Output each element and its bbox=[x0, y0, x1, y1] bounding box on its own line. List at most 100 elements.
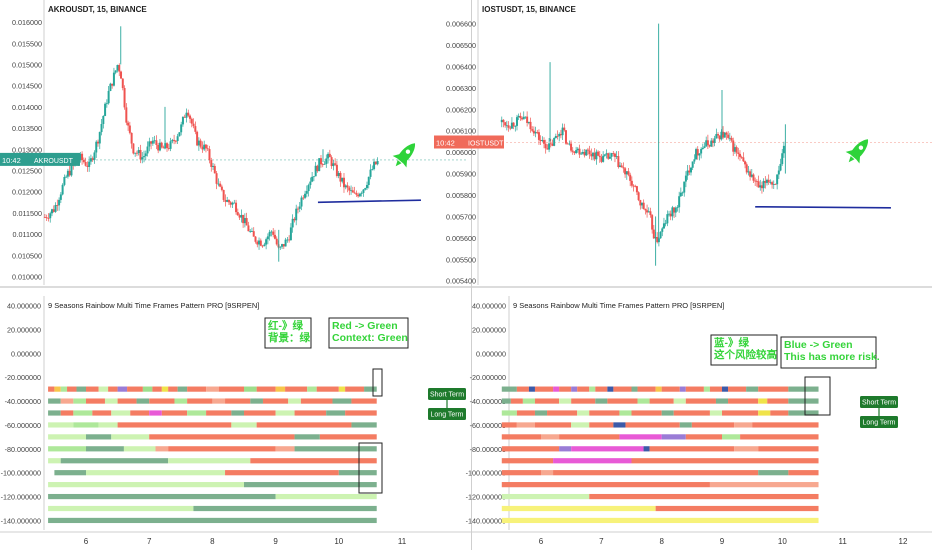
rainbow-segment bbox=[728, 398, 759, 404]
rainbow-segment bbox=[111, 410, 131, 416]
candle-body bbox=[529, 121, 532, 130]
candle-body bbox=[82, 159, 85, 162]
y-tick-label: 0.000000 bbox=[11, 349, 41, 358]
candle-body bbox=[296, 208, 299, 210]
candle-body bbox=[656, 237, 659, 243]
rainbow-segment bbox=[152, 386, 162, 392]
candle-body bbox=[564, 130, 567, 144]
candle-body bbox=[88, 161, 91, 167]
rainbow-segment bbox=[691, 422, 735, 428]
rainbow-segment bbox=[123, 446, 156, 452]
candle-body bbox=[334, 163, 337, 165]
y-tick-label: -20.000000 bbox=[5, 373, 41, 382]
rainbow-segment bbox=[294, 410, 327, 416]
rainbow-segment bbox=[758, 446, 819, 452]
candle-body bbox=[298, 206, 301, 209]
rainbow-segment bbox=[231, 410, 244, 416]
candle-body bbox=[727, 134, 730, 138]
rainbow-segment bbox=[48, 505, 194, 512]
candle-body bbox=[220, 186, 223, 190]
rainbow-segment bbox=[709, 482, 819, 488]
y-tick-label: 0.006000 bbox=[446, 148, 476, 157]
candle-body bbox=[698, 153, 701, 156]
candle-body bbox=[695, 149, 698, 160]
candle-body bbox=[767, 179, 770, 183]
rainbow-segment bbox=[244, 386, 257, 392]
rocket-flame bbox=[395, 160, 402, 167]
rainbow-segment bbox=[625, 422, 680, 428]
candle-body bbox=[100, 123, 103, 133]
rainbow-segment bbox=[661, 386, 680, 392]
rainbow-segment bbox=[571, 446, 644, 452]
rainbow-segment bbox=[595, 398, 608, 404]
y-tick-label: -100.000000 bbox=[466, 469, 506, 478]
candle-body bbox=[553, 137, 556, 146]
rainbow-segment bbox=[501, 517, 819, 524]
candle-body bbox=[281, 244, 284, 247]
candle-body bbox=[155, 140, 158, 145]
rainbow-segment bbox=[559, 398, 572, 404]
candle-body bbox=[754, 180, 757, 182]
candle-body bbox=[679, 192, 682, 197]
rainbow-segment bbox=[740, 434, 819, 440]
rainbow-segment bbox=[734, 446, 759, 452]
rainbow-segment bbox=[60, 458, 169, 464]
rainbow-segment bbox=[294, 446, 377, 452]
candle-body bbox=[537, 132, 540, 140]
candle-body bbox=[258, 240, 261, 245]
candle-body bbox=[549, 143, 552, 145]
x-tick-label: 9 bbox=[273, 537, 278, 546]
y-tick-label: -20.000000 bbox=[470, 373, 506, 382]
y-tick-label: 40.000000 bbox=[472, 302, 506, 311]
candle-body bbox=[118, 64, 121, 72]
rainbow-segment bbox=[685, 398, 716, 404]
candle-body bbox=[105, 103, 108, 105]
rainbow-segment bbox=[48, 446, 86, 452]
candle-body bbox=[622, 167, 625, 169]
y-tick-label: 0.005500 bbox=[446, 255, 476, 264]
candle-body bbox=[206, 148, 209, 150]
candle-body bbox=[270, 231, 273, 233]
rainbow-segment bbox=[501, 493, 590, 500]
candle-body bbox=[282, 244, 285, 247]
rainbow-segment bbox=[758, 386, 789, 392]
rainbow-segment bbox=[534, 386, 554, 392]
candle-body bbox=[330, 157, 333, 167]
candle-body bbox=[559, 134, 562, 136]
rainbow-segment bbox=[649, 446, 735, 452]
annotation-en-right-text: Blue -> Green bbox=[784, 339, 853, 351]
candle-body bbox=[651, 215, 654, 230]
rainbow-segment bbox=[174, 398, 188, 404]
rainbow-segment bbox=[722, 434, 741, 440]
candle-body bbox=[735, 147, 738, 153]
candle-body bbox=[199, 140, 202, 147]
candle-body bbox=[227, 200, 230, 203]
candle-body bbox=[544, 143, 547, 149]
candle-body bbox=[321, 164, 324, 166]
rainbow-segment bbox=[48, 398, 61, 404]
candle-body bbox=[732, 140, 735, 152]
long-term-tag-bg bbox=[860, 416, 898, 428]
candle-body bbox=[243, 218, 246, 224]
annotation-en-left-frame bbox=[328, 317, 409, 349]
rainbow-segment bbox=[108, 386, 118, 392]
rainbow-segment bbox=[722, 410, 759, 416]
candle-body bbox=[342, 177, 345, 188]
candle-body bbox=[661, 228, 664, 232]
rainbow-segment bbox=[655, 505, 819, 512]
rainbow-segment bbox=[275, 446, 295, 452]
rainbow-segment bbox=[244, 482, 377, 488]
rainbow-segment bbox=[54, 386, 61, 392]
rainbow-segment bbox=[187, 410, 207, 416]
candle-body bbox=[125, 107, 128, 123]
candle-body bbox=[279, 246, 282, 248]
annotation-cn-left-frame bbox=[264, 317, 312, 349]
rainbow-segment bbox=[48, 434, 86, 440]
y-tick-label: 0.006100 bbox=[446, 127, 476, 136]
candle-body bbox=[135, 152, 138, 154]
candle-body bbox=[167, 148, 170, 149]
candle-body bbox=[50, 209, 53, 214]
rainbow-segment bbox=[168, 386, 178, 392]
candle-body bbox=[341, 177, 344, 182]
candle-body bbox=[180, 124, 183, 133]
